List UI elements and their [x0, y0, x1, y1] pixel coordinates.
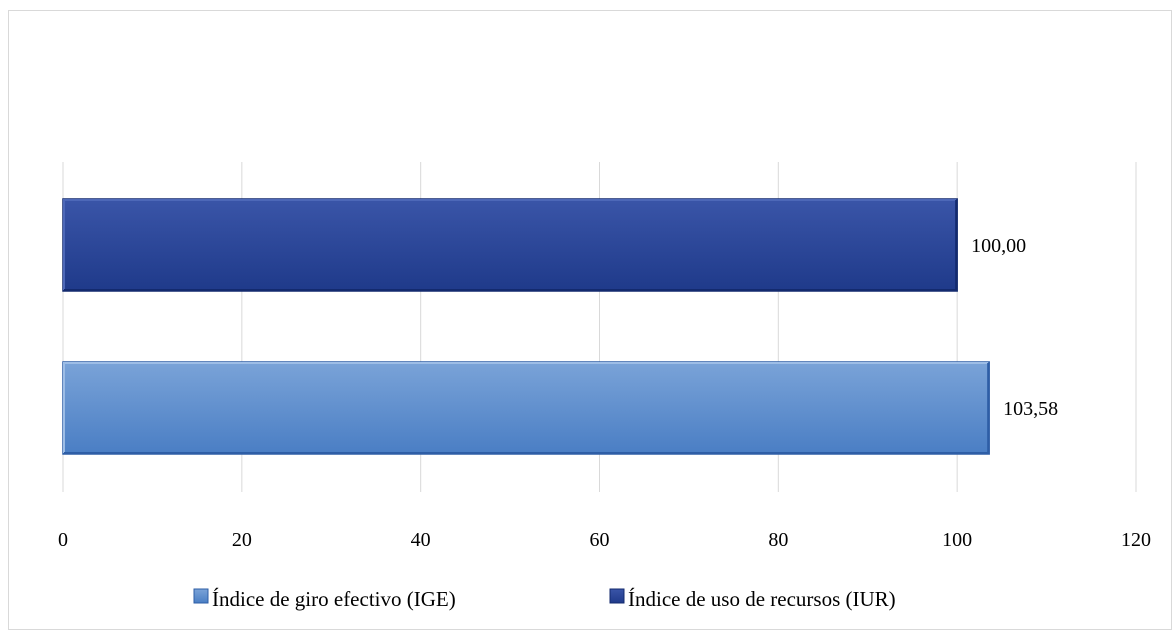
- legend-label-1: Índice de uso de recursos (IUR): [628, 587, 896, 611]
- bar-bevel-0: [63, 362, 989, 453]
- data-label-0: 103,58: [1003, 398, 1058, 420]
- bar-1: [62, 198, 958, 292]
- bar-0: [62, 361, 990, 455]
- bar-shadow-0: [64, 363, 990, 454]
- bar-group-0: 103,58: [62, 361, 1058, 455]
- legend: Índice de giro efectivo (IGE) Índice de u…: [193, 587, 896, 611]
- bar-group-1: 100,00: [62, 198, 1026, 292]
- x-axis-ticks: 0 20 40 60 80 100 120: [58, 529, 1151, 551]
- x-tick-label-3: 60: [590, 529, 610, 551]
- legend-swatch-1: [609, 588, 625, 604]
- legend-item-1: Índice de uso de recursos (IUR): [609, 587, 896, 611]
- bar-bevel-1: [63, 199, 957, 290]
- x-tick-label-0: 0: [58, 529, 68, 551]
- x-tick-label-1: 20: [232, 529, 252, 551]
- legend-swatch-0: [193, 588, 209, 604]
- chart-frame: [8, 10, 1172, 630]
- data-label-1: 100,00: [971, 235, 1026, 257]
- x-tick-label-6: 120: [1121, 529, 1151, 551]
- legend-item-0: Índice de giro efectivo (IGE): [193, 587, 456, 611]
- bars: 103,58 100,00: [62, 198, 1058, 455]
- x-tick-label-4: 80: [768, 529, 788, 551]
- x-tick-label-5: 100: [942, 529, 972, 551]
- bar-shadow-1: [64, 200, 958, 291]
- x-tick-label-2: 40: [411, 529, 431, 551]
- legend-label-0: Índice de giro efectivo (IGE): [212, 587, 456, 611]
